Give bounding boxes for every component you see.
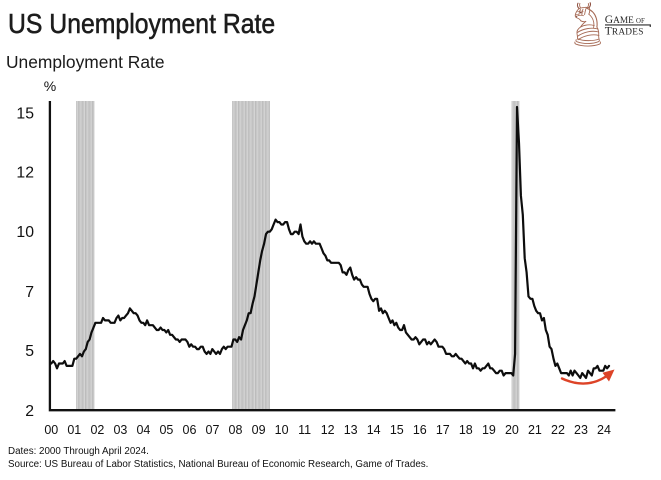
svg-text:20: 20 [505,423,519,437]
svg-text:12: 12 [16,165,34,182]
svg-text:09: 09 [252,423,266,437]
svg-text:13: 13 [344,423,358,437]
svg-text:10: 10 [16,224,34,241]
svg-text:21: 21 [528,423,542,437]
svg-text:%: % [44,78,56,94]
svg-text:03: 03 [113,423,127,437]
svg-text:06: 06 [183,423,197,437]
svg-text:00: 00 [44,423,58,437]
svg-text:16: 16 [413,423,427,437]
svg-text:19: 19 [482,423,496,437]
svg-text:10: 10 [275,423,289,437]
svg-text:17: 17 [436,423,450,437]
svg-text:5: 5 [25,343,34,360]
svg-text:22: 22 [551,423,565,437]
svg-text:02: 02 [90,423,104,437]
svg-text:07: 07 [206,423,220,437]
svg-text:08: 08 [229,423,243,437]
svg-text:04: 04 [136,423,150,437]
svg-text:2: 2 [25,403,34,420]
svg-text:18: 18 [459,423,473,437]
svg-text:15: 15 [390,423,404,437]
svg-text:23: 23 [574,423,588,437]
svg-text:05: 05 [159,423,173,437]
svg-text:12: 12 [321,423,335,437]
svg-text:01: 01 [67,423,81,437]
svg-text:7: 7 [25,284,34,301]
svg-text:14: 14 [367,423,381,437]
svg-text:15: 15 [16,106,34,123]
svg-text:24: 24 [597,423,611,437]
svg-text:11: 11 [298,423,311,437]
svg-text:TRADES: TRADES [605,24,644,37]
